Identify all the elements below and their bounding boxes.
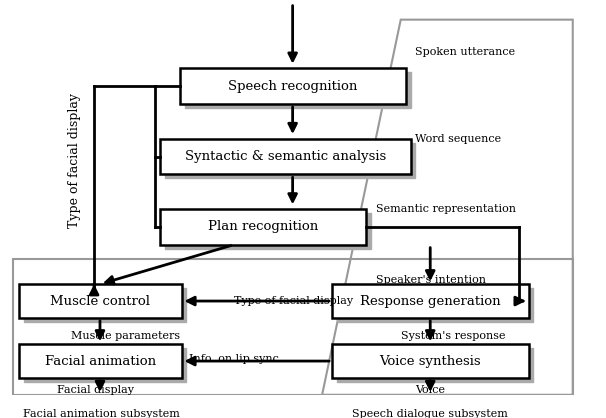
Text: System's response: System's response bbox=[401, 331, 505, 341]
Text: Speech dialogue subsystem: Speech dialogue subsystem bbox=[352, 408, 508, 418]
Bar bbox=[24, 348, 187, 382]
Text: Type of facial display: Type of facial display bbox=[68, 93, 81, 228]
Text: Facial animation subsystem: Facial animation subsystem bbox=[22, 408, 179, 418]
Text: Spoken utterance: Spoken utterance bbox=[416, 48, 516, 58]
Bar bbox=[19, 344, 182, 378]
Text: Facial display: Facial display bbox=[57, 385, 134, 395]
Text: Speaker's intention: Speaker's intention bbox=[376, 275, 486, 285]
Text: Speech recognition: Speech recognition bbox=[228, 80, 358, 93]
Bar bbox=[332, 344, 528, 378]
Text: Voice synthesis: Voice synthesis bbox=[379, 354, 481, 367]
Bar bbox=[332, 284, 528, 318]
Bar bbox=[337, 288, 533, 322]
Text: Semantic representation: Semantic representation bbox=[376, 204, 516, 214]
Text: Voice: Voice bbox=[416, 385, 445, 395]
Bar bbox=[160, 209, 367, 245]
Text: Facial animation: Facial animation bbox=[45, 354, 156, 367]
Bar bbox=[184, 72, 411, 108]
Bar bbox=[179, 69, 405, 104]
Text: Word sequence: Word sequence bbox=[416, 134, 502, 144]
Text: Response generation: Response generation bbox=[360, 295, 501, 308]
Text: Muscle control: Muscle control bbox=[50, 295, 150, 308]
Bar bbox=[337, 348, 533, 382]
Text: Plan recognition: Plan recognition bbox=[208, 220, 318, 233]
Bar bbox=[24, 288, 187, 322]
Bar bbox=[19, 284, 182, 318]
Text: Syntactic & semantic analysis: Syntactic & semantic analysis bbox=[185, 150, 386, 163]
Bar bbox=[165, 213, 371, 249]
Bar bbox=[160, 139, 411, 174]
Bar bbox=[165, 143, 416, 178]
Text: Type of facial display: Type of facial display bbox=[234, 296, 353, 306]
Text: Info. on lip sync.: Info. on lip sync. bbox=[190, 354, 283, 364]
Text: Muscle parameters: Muscle parameters bbox=[72, 331, 181, 341]
